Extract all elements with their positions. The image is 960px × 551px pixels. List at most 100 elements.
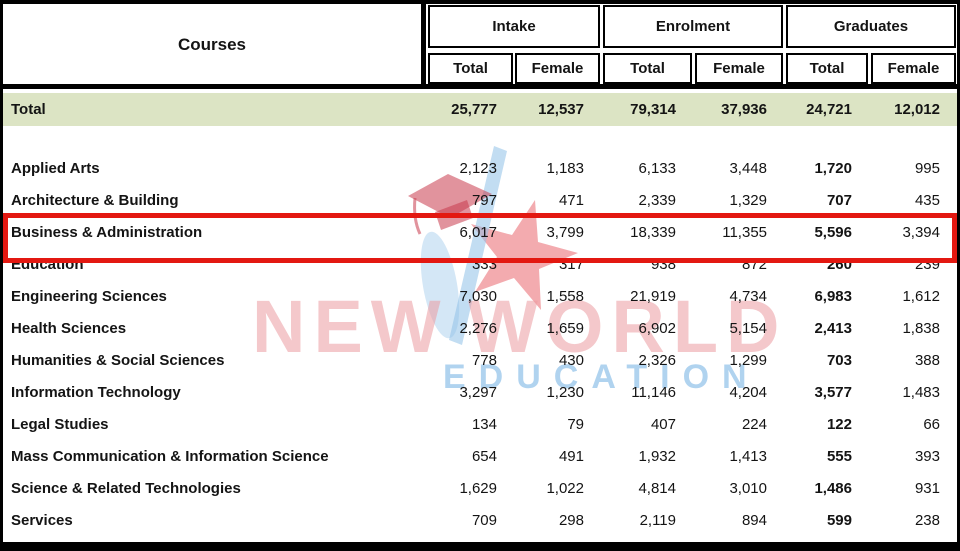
cell-value: 703 <box>826 351 852 369</box>
row-label: Mass Communication & Information Science <box>11 447 329 465</box>
header-divider <box>421 4 426 85</box>
cell-value: 6,133 <box>638 159 676 177</box>
cell-value: 778 <box>471 351 497 369</box>
cell-value: 1,413 <box>729 447 767 465</box>
cell-value: 66 <box>923 415 940 433</box>
cell-value: 393 <box>914 447 940 465</box>
cell-value: 12,012 <box>894 101 940 118</box>
table-row: Engineering Sciences 7,030 1,558 21,919 4,73… <box>3 280 957 312</box>
cell-value: 224 <box>741 415 767 433</box>
cell-value: 1,329 <box>729 191 767 209</box>
cell-value: 317 <box>558 255 584 273</box>
cell-value: 2,413 <box>814 319 852 337</box>
col-group-enrolment: Enrolment <box>603 5 783 48</box>
cell-value: 12,537 <box>538 101 584 118</box>
row-label: Legal Studies <box>11 415 109 433</box>
table-row: Science & Related Technologies 1,629 1,022… <box>3 472 957 504</box>
row-label: Information Technology <box>11 383 181 401</box>
cell-value: 2,326 <box>638 351 676 369</box>
col-header-graduates-female: Female <box>871 53 956 84</box>
cell-value: 1,720 <box>814 159 852 177</box>
cell-value: 25,777 <box>451 101 497 118</box>
table-body: Applied Arts 2,123 1,183 6,133 3,448 1,720 995… <box>3 152 957 536</box>
cell-value: 333 <box>471 255 497 273</box>
cell-value: 491 <box>558 447 584 465</box>
cell-value: 11,146 <box>631 383 676 401</box>
cell-value: 797 <box>471 191 497 209</box>
cell-value: 1,932 <box>638 447 676 465</box>
cell-value: 1,629 <box>459 479 497 497</box>
col-header-intake-female: Female <box>515 53 600 84</box>
table-row: Services 709 298 2,119 894 599 238 <box>3 504 957 536</box>
cell-value: 1,486 <box>814 479 852 497</box>
cell-value: 18,339 <box>630 223 676 241</box>
cell-value: 6,983 <box>814 287 852 305</box>
cell-value: 24,721 <box>806 101 852 118</box>
cell-value: 239 <box>914 255 940 273</box>
cell-value: 1,483 <box>902 383 940 401</box>
table-row: Education 333 317 938 872 260 239 <box>3 248 957 280</box>
header-bottom-rule <box>3 84 957 89</box>
cell-value: 3,010 <box>729 479 767 497</box>
table-row: Applied Arts 2,123 1,183 6,133 3,448 1,720 995 <box>3 152 957 184</box>
cell-value: 709 <box>471 511 497 529</box>
cell-value: 2,123 <box>459 159 497 177</box>
cell-value: 1,183 <box>546 159 584 177</box>
cell-value: 298 <box>558 511 584 529</box>
col-group-graduates: Graduates <box>786 5 956 48</box>
cell-value: 654 <box>471 447 497 465</box>
cell-value: 430 <box>558 351 584 369</box>
cell-value: 7,030 <box>459 287 497 305</box>
cell-value: 3,577 <box>814 383 852 401</box>
col-header-enrolment-total: Total <box>603 53 692 84</box>
cell-value: 3,799 <box>546 223 584 241</box>
cell-value: 894 <box>741 511 767 529</box>
cell-value: 471 <box>558 191 584 209</box>
row-label: Business & Administration <box>11 223 203 241</box>
cell-value: 3,448 <box>729 159 767 177</box>
table-row: Information Technology 3,297 1,230 11,146 4,… <box>3 376 957 408</box>
cell-value: 5,596 <box>814 223 852 241</box>
cell-value: 555 <box>826 447 852 465</box>
cell-value: 707 <box>826 191 852 209</box>
cell-value: 79,314 <box>630 101 676 118</box>
col-header-courses: Courses <box>3 4 421 85</box>
row-label: Health Sciences <box>11 319 127 337</box>
cell-value: 238 <box>914 511 940 529</box>
cell-value: 21,919 <box>630 287 676 305</box>
row-label: Engineering Sciences <box>11 287 167 305</box>
cell-value: 1,299 <box>729 351 767 369</box>
cell-value: 6,017 <box>459 223 497 241</box>
cell-value: 1,558 <box>546 287 584 305</box>
cell-value: 1,612 <box>902 287 940 305</box>
row-label: Services <box>11 511 73 529</box>
cell-value: 2,119 <box>639 511 676 529</box>
cell-value: 931 <box>914 479 940 497</box>
col-header-enrolment-female: Female <box>695 53 783 84</box>
table-row: Health Sciences 2,276 1,659 6,902 5,154 2,413… <box>3 312 957 344</box>
cell-value: 599 <box>826 511 852 529</box>
cell-value: 79 <box>567 415 584 433</box>
cell-value: 995 <box>914 159 940 177</box>
cell-value: 938 <box>650 255 676 273</box>
table-row: Legal Studies 134 79 407 224 122 66 <box>3 408 957 440</box>
row-label: Applied Arts <box>11 159 100 177</box>
row-label: Total <box>11 101 46 118</box>
cell-value: 2,339 <box>638 191 676 209</box>
cell-value: 4,204 <box>729 383 767 401</box>
cell-value: 3,394 <box>902 223 940 241</box>
cell-value: 5,154 <box>729 319 767 337</box>
cell-value: 134 <box>471 415 497 433</box>
cell-value: 1,838 <box>902 319 940 337</box>
table-row: Mass Communication & Information Science… <box>3 440 957 472</box>
table-row: Architecture & Building 797 471 2,339 1,329 7… <box>3 184 957 216</box>
table-row: Humanities & Social Sciences 778 430 2,326 1… <box>3 344 957 376</box>
cell-value: 1,022 <box>546 479 584 497</box>
total-row: Total 25,777 12,537 79,314 37,936 24,721… <box>3 93 957 126</box>
cell-value: 1,230 <box>546 383 584 401</box>
cell-value: 388 <box>914 351 940 369</box>
cell-value: 260 <box>826 255 852 273</box>
cell-value: 872 <box>741 255 767 273</box>
row-label: Architecture & Building <box>11 191 179 209</box>
